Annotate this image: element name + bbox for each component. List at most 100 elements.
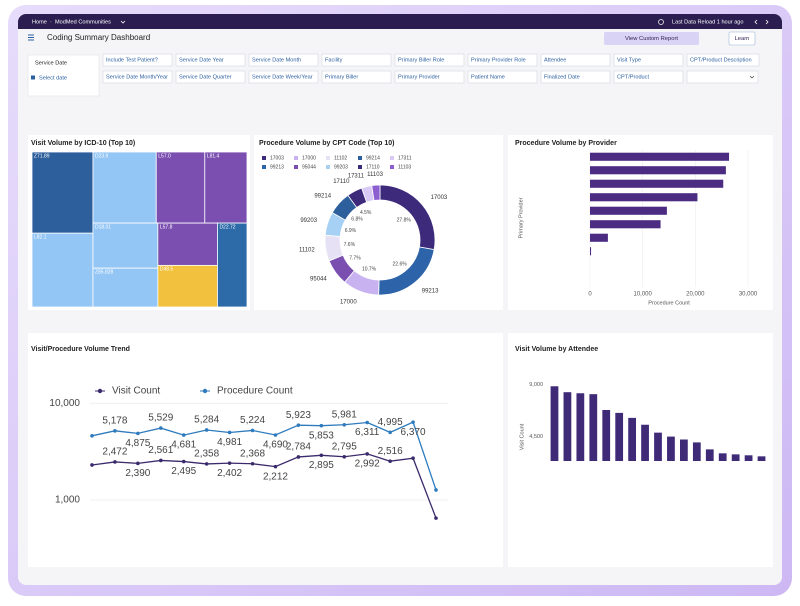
treemap-label: L81.4	[207, 153, 220, 159]
slice-label: 99214	[314, 193, 331, 199]
filter-button[interactable]	[175, 70, 246, 84]
nav-separator: ·	[50, 19, 52, 25]
point	[250, 461, 255, 466]
filter-label[interactable]: Service Date Month	[252, 57, 301, 63]
point	[365, 420, 370, 425]
filter-dropdown[interactable]	[686, 70, 759, 84]
filter-button[interactable]	[321, 53, 392, 67]
legend-marker	[202, 388, 208, 394]
bar	[590, 152, 730, 161]
bar	[731, 454, 740, 461]
point	[342, 454, 347, 459]
y-axis-title: Primary Provider	[518, 197, 524, 238]
filter-button[interactable]	[248, 53, 319, 67]
chart-title: Visit Volume by ICD-10 (Top 10)	[31, 140, 135, 147]
slice-label: 17003	[431, 195, 448, 201]
filter-button[interactable]	[175, 53, 246, 67]
legend-swatch	[358, 156, 362, 160]
bar	[628, 417, 636, 461]
treemap-cell	[155, 151, 206, 224]
slice-label: 17110	[333, 179, 350, 185]
date-filter[interactable]	[27, 54, 100, 97]
filter-label[interactable]: Service Date Week/Year	[252, 74, 313, 80]
nav-chevron[interactable]	[120, 20, 126, 24]
x-tick-label: 20,000	[686, 292, 705, 298]
filter-button[interactable]	[321, 70, 392, 84]
custom-report-label[interactable]: View Custom Report	[625, 36, 678, 42]
filter-button[interactable]	[613, 70, 684, 84]
filter-label[interactable]: Attendee	[544, 57, 566, 63]
legend-label: Procedure Count	[217, 386, 293, 397]
legend-swatch	[390, 156, 394, 160]
filter-label[interactable]: Include Test Patient?	[106, 57, 158, 63]
filter-label[interactable]: Primary Biller	[325, 74, 358, 80]
data-label: 2,795	[332, 441, 357, 452]
filter-button[interactable]	[394, 70, 465, 84]
x-tick-label: 10,000	[633, 292, 652, 298]
y-tick-label: 4,500	[529, 434, 543, 440]
filter-label[interactable]: CPT/Product	[617, 74, 649, 80]
data-label: 2,895	[309, 460, 334, 471]
treemap-label: L57.0	[158, 153, 171, 159]
filter-label[interactable]: CPT/Product Description	[690, 57, 752, 63]
filter-label[interactable]: Primary Provider	[398, 74, 440, 80]
data-label: 4,690	[263, 440, 288, 451]
nav-breadcrumb[interactable]: ModMed Communities	[55, 19, 111, 25]
bar	[576, 393, 585, 461]
panel	[28, 333, 503, 567]
point	[434, 516, 438, 520]
menu-icon[interactable]	[28, 34, 34, 41]
filter-label[interactable]: Patient Name	[471, 74, 505, 80]
legend-marker	[97, 388, 103, 394]
treemap-cell	[92, 267, 159, 308]
filter-button[interactable]	[613, 53, 684, 67]
legend-label: 11102	[334, 155, 347, 161]
data-label: 2,390	[125, 468, 150, 479]
learn-label[interactable]: Learn	[735, 36, 750, 42]
date-placeholder[interactable]: Select date	[39, 75, 67, 81]
legend-label: 17000	[302, 155, 316, 161]
chart-title: Visit Volume by Attendee	[515, 346, 598, 353]
bar	[590, 220, 661, 229]
percent-label: 4.5%	[360, 210, 372, 216]
dropdown-chevron[interactable]	[749, 75, 755, 79]
bar	[590, 233, 608, 242]
filter-button[interactable]	[540, 53, 611, 67]
bar	[590, 247, 592, 256]
nav-home[interactable]: Home	[32, 19, 47, 25]
data-label: 2,561	[148, 445, 173, 456]
point	[250, 428, 255, 433]
filter-button[interactable]	[467, 53, 538, 67]
filter-label[interactable]: Primary Provider Role	[471, 57, 526, 63]
filter-button[interactable]	[102, 70, 173, 84]
filter-button[interactable]	[248, 70, 319, 84]
filter-label[interactable]: Visit Type	[617, 57, 641, 63]
filter-label[interactable]: Primary Biller Role	[398, 57, 444, 63]
treemap-label: Z71.89	[34, 153, 50, 159]
filter-button[interactable]	[394, 53, 465, 67]
filter-label[interactable]: Facility	[325, 57, 343, 63]
bar	[654, 432, 662, 461]
filter-label[interactable]: Service Date Month/Year	[106, 74, 168, 80]
point	[319, 453, 324, 458]
bar	[550, 386, 559, 461]
data-label: 5,224	[240, 415, 265, 426]
filter-label[interactable]: Finalized Date	[544, 74, 580, 80]
custom-report-button[interactable]	[604, 32, 699, 45]
bar	[641, 424, 649, 461]
nav-arrows[interactable]	[754, 19, 769, 25]
data-label: 2,212	[263, 471, 288, 482]
treemap-cell	[92, 151, 157, 224]
filter-button[interactable]	[467, 70, 538, 84]
filter-label[interactable]: Service Date Year	[179, 57, 224, 63]
point	[411, 456, 415, 461]
filter-button[interactable]	[686, 53, 760, 67]
filter-button[interactable]	[102, 53, 173, 67]
learn-button[interactable]	[728, 31, 756, 46]
slice-label: 99203	[300, 218, 317, 224]
filter-label[interactable]: Service Date Quarter	[179, 74, 232, 80]
bar	[602, 409, 611, 461]
chart-title: Visit/Procedure Volume Trend	[31, 346, 130, 353]
filter-button[interactable]	[540, 70, 611, 84]
